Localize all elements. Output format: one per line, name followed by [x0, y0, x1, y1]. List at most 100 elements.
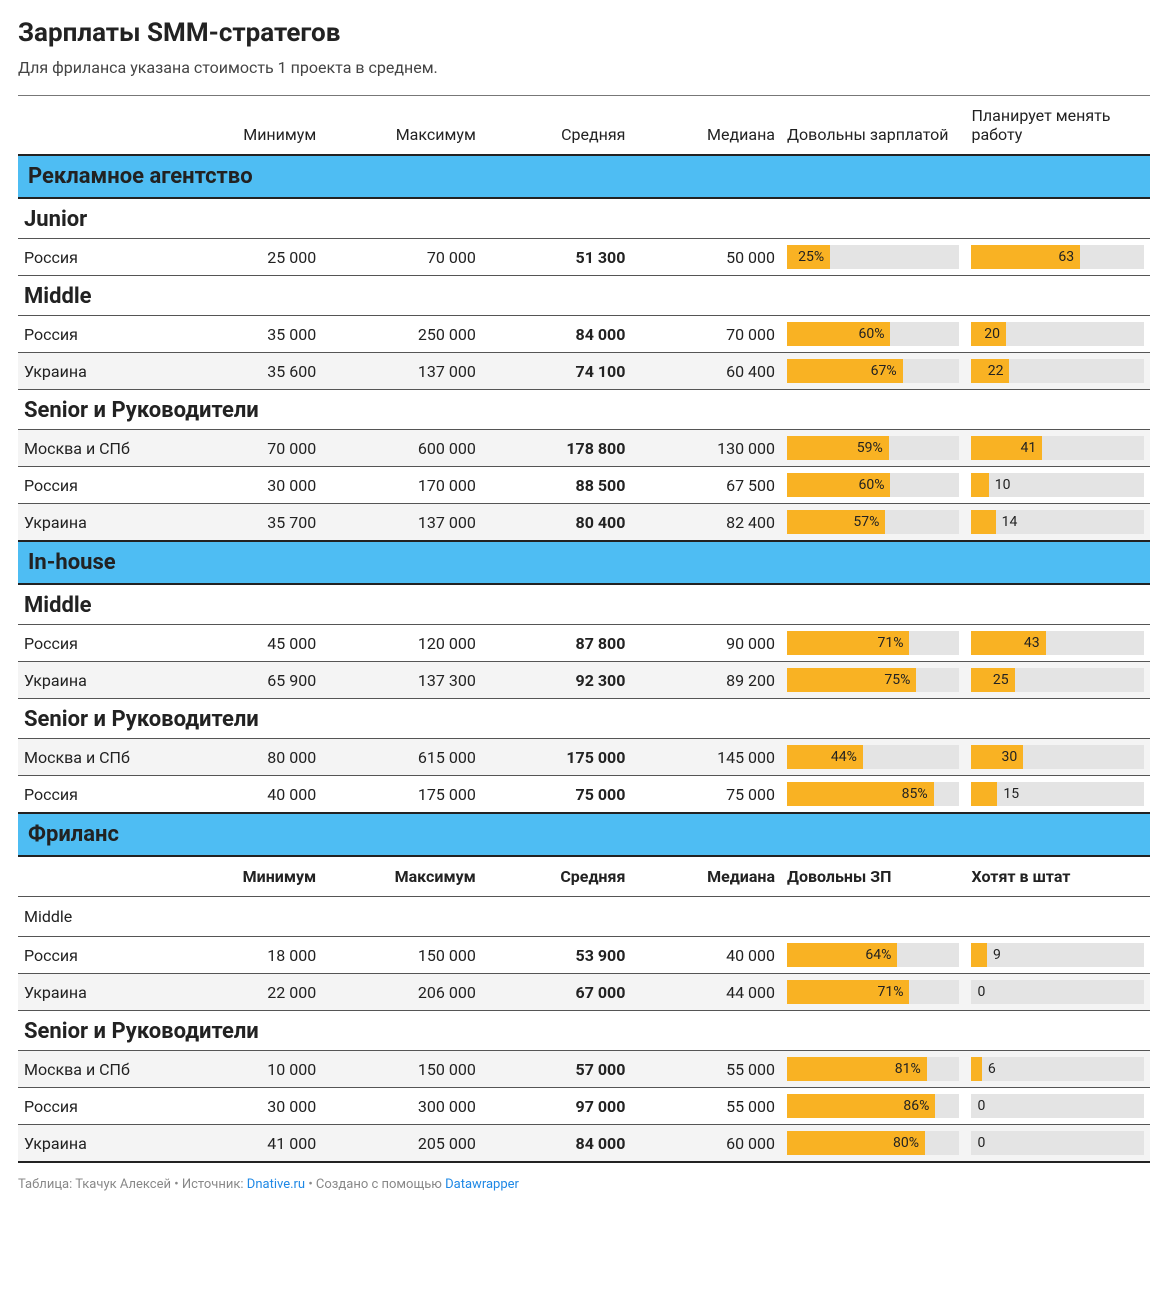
- cell-avg: 57 000: [482, 1051, 632, 1088]
- cell-median: 60 400: [631, 353, 781, 390]
- level-header-freelance-senior: Senior и Руководители: [18, 1011, 1150, 1051]
- cell-avg: 84 000: [482, 316, 632, 353]
- table-row: Россия25 00070 00051 30050 00025%63: [18, 239, 1150, 276]
- cell-min: 18 000: [173, 937, 323, 974]
- cell-median: 40 000: [631, 937, 781, 974]
- level-header-agency-junior: Junior: [18, 198, 1150, 239]
- cell-satisfied-bar: 25%: [781, 239, 965, 276]
- cell-median: 55 000: [631, 1051, 781, 1088]
- cell-min: 30 000: [173, 1088, 323, 1125]
- cell-median: 70 000: [631, 316, 781, 353]
- cell-min: 70 000: [173, 430, 323, 467]
- cell-min: 45 000: [173, 625, 323, 662]
- cell-min: 65 900: [173, 662, 323, 699]
- table-row: Россия35 000250 00084 00070 00060%20: [18, 316, 1150, 353]
- col-min: Минимум: [173, 96, 323, 156]
- table-row: Россия18 000150 00053 90040 00064%9: [18, 937, 1150, 974]
- footer-middle: • Создано с помощью: [305, 1177, 445, 1192]
- cell-change-bar: 0: [965, 974, 1150, 1011]
- cell-region: Украина: [18, 504, 173, 542]
- cell-satisfied-bar: 67%: [781, 353, 965, 390]
- cell-median: 67 500: [631, 467, 781, 504]
- col-avg: Средняя: [482, 96, 632, 156]
- cell-satisfied-bar: 86%: [781, 1088, 965, 1125]
- cell-region: Украина: [18, 1125, 173, 1163]
- col-max: Максимум: [322, 96, 482, 156]
- cell-change-bar: 22: [965, 353, 1150, 390]
- freelance-col-5: Довольны ЗП: [781, 856, 965, 897]
- cell-max: 170 000: [322, 467, 482, 504]
- cell-max: 250 000: [322, 316, 482, 353]
- cell-satisfied-bar: 59%: [781, 430, 965, 467]
- level-header-freelance-middle: Middle: [18, 897, 1150, 937]
- freelance-col-4: Медиана: [631, 856, 781, 897]
- cell-avg: 67 000: [482, 974, 632, 1011]
- cell-region: Россия: [18, 776, 173, 814]
- col-change: Планирует менять работу: [965, 96, 1150, 156]
- cell-min: 41 000: [173, 1125, 323, 1163]
- cell-change-bar: 30: [965, 739, 1150, 776]
- table-row: Россия30 000170 00088 50067 50060%10: [18, 467, 1150, 504]
- cell-median: 75 000: [631, 776, 781, 814]
- cell-region: Россия: [18, 316, 173, 353]
- cell-min: 10 000: [173, 1051, 323, 1088]
- cell-region: Украина: [18, 974, 173, 1011]
- cell-change-bar: 0: [965, 1125, 1150, 1163]
- cell-max: 137 000: [322, 353, 482, 390]
- cell-avg: 97 000: [482, 1088, 632, 1125]
- cell-satisfied-bar: 60%: [781, 467, 965, 504]
- cell-min: 22 000: [173, 974, 323, 1011]
- cell-region: Украина: [18, 662, 173, 699]
- cell-satisfied-bar: 81%: [781, 1051, 965, 1088]
- cell-median: 55 000: [631, 1088, 781, 1125]
- footer-prefix: Таблица: Ткачук Алексей • Источник:: [18, 1177, 247, 1192]
- cell-change-bar: 15: [965, 776, 1150, 814]
- cell-avg: 87 800: [482, 625, 632, 662]
- cell-avg: 175 000: [482, 739, 632, 776]
- cell-avg: 74 100: [482, 353, 632, 390]
- page-title: Зарплаты SMM-стратегов: [18, 18, 1150, 48]
- table-row: Москва и СПб10 000150 00057 00055 00081%…: [18, 1051, 1150, 1088]
- cell-change-bar: 6: [965, 1051, 1150, 1088]
- cell-median: 145 000: [631, 739, 781, 776]
- cell-max: 137 000: [322, 504, 482, 542]
- cell-median: 50 000: [631, 239, 781, 276]
- table-row: Украина65 900137 30092 30089 20075%25: [18, 662, 1150, 699]
- cell-avg: 84 000: [482, 1125, 632, 1163]
- cell-satisfied-bar: 57%: [781, 504, 965, 542]
- cell-avg: 53 900: [482, 937, 632, 974]
- cell-min: 40 000: [173, 776, 323, 814]
- cell-satisfied-bar: 71%: [781, 974, 965, 1011]
- footer-tool-link[interactable]: Datawrapper: [445, 1177, 519, 1192]
- cell-region: Россия: [18, 937, 173, 974]
- cell-median: 82 400: [631, 504, 781, 542]
- cell-satisfied-bar: 64%: [781, 937, 965, 974]
- cell-max: 137 300: [322, 662, 482, 699]
- cell-max: 600 000: [322, 430, 482, 467]
- cell-change-bar: 41: [965, 430, 1150, 467]
- cell-max: 300 000: [322, 1088, 482, 1125]
- cell-avg: 92 300: [482, 662, 632, 699]
- cell-satisfied-bar: 44%: [781, 739, 965, 776]
- cell-avg: 178 800: [482, 430, 632, 467]
- cell-satisfied-bar: 71%: [781, 625, 965, 662]
- salary-table: Минимум Максимум Средняя Медиана Довольн…: [18, 95, 1150, 1163]
- footer: Таблица: Ткачук Алексей • Источник: Dnat…: [18, 1177, 1150, 1192]
- table-row: Украина35 600137 00074 10060 40067%22: [18, 353, 1150, 390]
- freelance-col-6: Хотят в штат: [965, 856, 1150, 897]
- cell-max: 70 000: [322, 239, 482, 276]
- freelance-col-3: Средняя: [482, 856, 632, 897]
- table-row: Россия30 000300 00097 00055 00086%0: [18, 1088, 1150, 1125]
- cell-region: Украина: [18, 353, 173, 390]
- cell-change-bar: 0: [965, 1088, 1150, 1125]
- cell-satisfied-bar: 75%: [781, 662, 965, 699]
- col-median: Медиана: [631, 96, 781, 156]
- freelance-col-2: Максимум: [322, 856, 482, 897]
- table-row: Украина22 000206 00067 00044 00071%0: [18, 974, 1150, 1011]
- table-row: Украина35 700137 00080 40082 40057%14: [18, 504, 1150, 542]
- footer-source-link[interactable]: Dnative.ru: [247, 1177, 305, 1192]
- cell-region: Россия: [18, 1088, 173, 1125]
- cell-avg: 51 300: [482, 239, 632, 276]
- cell-max: 150 000: [322, 937, 482, 974]
- cell-change-bar: 9: [965, 937, 1150, 974]
